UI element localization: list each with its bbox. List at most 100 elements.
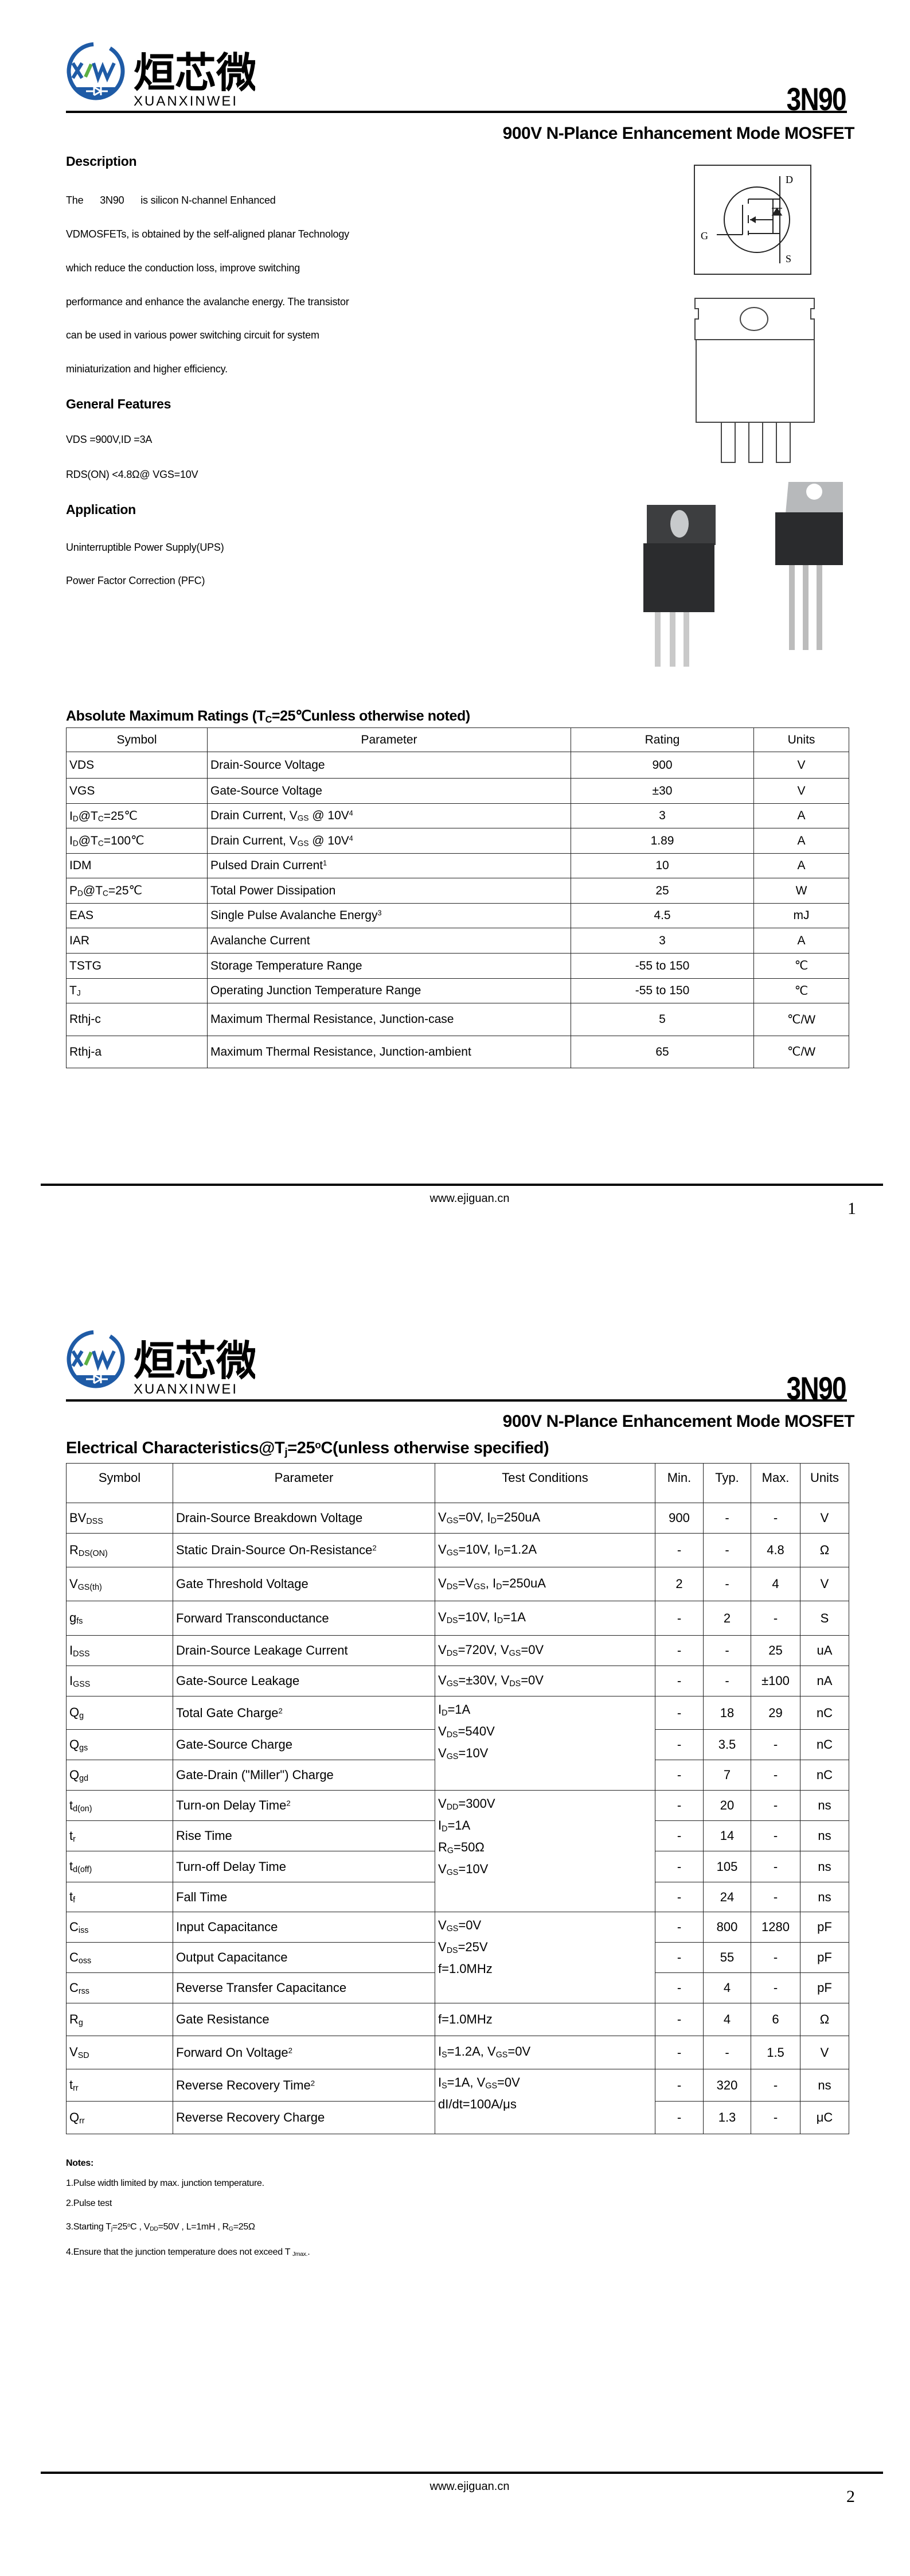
units-cell: nC xyxy=(800,1729,849,1760)
min-cell: - xyxy=(655,1882,704,1912)
to220f-photo xyxy=(643,505,716,667)
symbol-cell: IDSS xyxy=(66,1635,173,1666)
table-row: IDM Pulsed Drain Current1 10 A xyxy=(66,853,849,878)
condition-line: VGS=10V, ID=1.2A xyxy=(438,1542,537,1558)
parameter-cell: Drain-Source Voltage xyxy=(207,752,571,779)
min-cell: 900 xyxy=(655,1503,704,1534)
units-cell: ns xyxy=(800,2069,849,2102)
min-cell: - xyxy=(655,1696,704,1730)
units-cell: nC xyxy=(800,1696,849,1730)
parameter-cell: Turn-on Delay Time2 xyxy=(173,1790,435,1821)
condition-line: VDS=720V, VGS=0V xyxy=(438,1642,544,1658)
max-cell: - xyxy=(751,1729,800,1760)
units-cell: ℃/W xyxy=(753,1036,849,1068)
description-line: which reduce the conduction loss, improv… xyxy=(66,262,300,274)
condition-line: f=1.0MHz xyxy=(438,2011,493,2026)
parameter-cell: Single Pulse Avalanche Energy3 xyxy=(207,903,571,928)
table-row: Rthj-c Maximum Thermal Resistance, Juncti… xyxy=(66,1003,849,1036)
table-row: td(off) Turn-off Delay Time -105- ns xyxy=(66,1851,849,1882)
conditions-cell: VGS=10V, ID=1.2A xyxy=(435,1533,655,1567)
symbol-cell: Rthj-c xyxy=(66,1003,208,1036)
symbol-cell: PD@TC=25℃ xyxy=(66,878,208,904)
units-cell: Ω xyxy=(800,2003,849,2036)
parameter-cell: Drain-Source Breakdown Voltage xyxy=(173,1503,435,1534)
note-item: 3.Starting Tj=25oC , VDD=50V , L=1mH , R… xyxy=(66,2222,255,2233)
parameter-cell: Avalanche Current xyxy=(207,928,571,954)
footer-url[interactable]: www.ejiguan.cn xyxy=(429,1192,510,1205)
note-item: 1.Pulse width limited by max. junction t… xyxy=(66,2178,264,2188)
conditions-cell: VDS=VGS, ID=250uA xyxy=(435,1567,655,1601)
brand-name-en: XUANXINWEI xyxy=(134,1382,238,1395)
notes-heading: Notes: xyxy=(66,2158,93,2168)
parameter-cell: Reverse Transfer Capacitance xyxy=(173,1972,435,2003)
table-row: TJ Operating Junction Temperature Range -5… xyxy=(66,978,849,1003)
typ-cell: 18 xyxy=(703,1696,751,1730)
table-row: Crss Reverse Transfer Capacitance -4- pF xyxy=(66,1972,849,2003)
max-cell: 25 xyxy=(751,1635,800,1666)
symbol-cell: IDM xyxy=(66,853,208,878)
parameter-cell: Gate-Source Leakage xyxy=(173,1666,435,1696)
conditions-cell: f=1.0MHz xyxy=(435,2003,655,2036)
max-cell: 1.5 xyxy=(751,2036,800,2069)
parameter-cell: Drain Current, VGS @ 10V4 xyxy=(207,803,571,828)
features-heading: General Features xyxy=(66,396,171,411)
parameter-cell: Gate-Drain ("Miller") Charge xyxy=(173,1760,435,1791)
min-cell: - xyxy=(655,1912,704,1943)
units-cell: V xyxy=(753,752,849,779)
application-item: Uninterruptible Power Supply(UPS) xyxy=(66,542,224,553)
max-cell: - xyxy=(751,1882,800,1912)
min-cell: - xyxy=(655,2036,704,2069)
description-heading: Description xyxy=(66,154,137,169)
max-cell: - xyxy=(751,1503,800,1534)
condition-line: ID=1A xyxy=(438,1818,471,1834)
description-line: performance and enhance the avalanche en… xyxy=(66,296,349,308)
table-row: VDS Drain-Source Voltage 900 V xyxy=(66,752,849,779)
units-cell: ℃ xyxy=(753,953,849,979)
min-cell: - xyxy=(655,1729,704,1760)
min-cell: - xyxy=(655,1635,704,1666)
package-outline-drawing xyxy=(694,298,815,463)
parameter-cell: Gate-Source Charge xyxy=(173,1729,435,1760)
condition-line: VDS=10V, ID=1A xyxy=(438,1610,526,1626)
units-cell: V xyxy=(800,1503,849,1534)
symbol-cell: Ciss xyxy=(66,1912,173,1943)
rating-cell: 1.89 xyxy=(571,828,754,854)
symbol-cell: BVDSS xyxy=(66,1503,173,1534)
note-item: 2.Pulse test xyxy=(66,2198,112,2208)
symbol-cell: VSD xyxy=(66,2036,173,2069)
conditions-cell: VDS=10V, ID=1A xyxy=(435,1601,655,1636)
symbol-cell: Qg xyxy=(66,1696,173,1730)
units-cell: ns xyxy=(800,1820,849,1851)
table-row: IAR Avalanche Current 3 A xyxy=(66,928,849,954)
min-cell: 2 xyxy=(655,1567,704,1601)
max-cell: - xyxy=(751,2069,800,2102)
parameter-cell: Total Gate Charge2 xyxy=(173,1696,435,1730)
max-cell: 1280 xyxy=(751,1912,800,1943)
units-cell: A xyxy=(753,803,849,828)
typ-cell: 55 xyxy=(703,1942,751,1973)
rating-cell: -55 to 150 xyxy=(571,953,754,979)
page-number: 1 xyxy=(847,1199,856,1218)
units-cell: Ω xyxy=(800,1533,849,1567)
footer-url[interactable]: www.ejiguan.cn xyxy=(429,2480,510,2493)
symbol-cell: IAR xyxy=(66,928,208,954)
units-cell: A xyxy=(753,828,849,854)
rating-cell: 65 xyxy=(571,1036,754,1068)
feature-item: RDS(ON) <4.8Ω@ VGS=10V xyxy=(66,469,198,480)
rating-cell: 900 xyxy=(571,752,754,779)
symbol-cell: Rg xyxy=(66,2003,173,2036)
column-header: Min. xyxy=(655,1463,704,1503)
units-cell: V xyxy=(800,2036,849,2069)
min-cell: - xyxy=(655,1666,704,1696)
table-row: td(on) Turn-on Delay Time2 VDD=300V ID=1A RG… xyxy=(66,1790,849,1912)
table-row: trr Reverse Recovery Time2 IS=1A, VGS=0V dI… xyxy=(66,2069,849,2134)
description-line: can be used in various power switching c… xyxy=(66,329,319,341)
table-row: Rthj-a Maximum Thermal Resistance, Juncti… xyxy=(66,1036,849,1068)
table-header-row: Symbol Parameter Test Conditions Min. Typ. Ma… xyxy=(66,1463,849,1503)
typ-cell: 14 xyxy=(703,1820,751,1851)
units-cell: pF xyxy=(800,1972,849,2003)
parameter-cell: Total Power Dissipation xyxy=(207,878,571,904)
table-row: VGS Gate-Source Voltage ±30 V xyxy=(66,778,849,804)
brand-logo: 烜芯微 XUANXINWEI xyxy=(67,42,255,107)
typ-cell: - xyxy=(703,1533,751,1567)
